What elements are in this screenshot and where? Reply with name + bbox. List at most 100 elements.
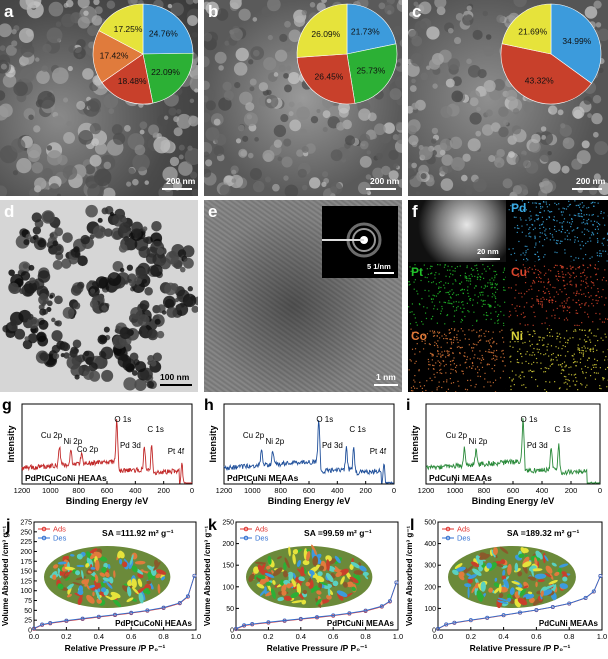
eds-signal [471,330,473,332]
eds-signal [528,370,530,372]
eds-signal [592,224,595,226]
particle [13,81,28,97]
eds-signal [494,296,496,298]
eds-signal [460,301,463,303]
eds-signal [582,258,584,260]
eds-signal [516,358,518,361]
eds-signal [444,264,446,266]
eds-signal [537,343,539,345]
foam-flake [123,558,131,568]
eds-signal [590,220,592,222]
nanoparticle [39,352,49,362]
eds-signal [580,275,582,278]
eds-signal [574,241,576,243]
eds-signal [587,292,590,294]
eds-signal [433,295,436,297]
eds-signal [532,228,535,231]
particle [439,149,446,156]
eds-signal [575,214,577,217]
nanoparticle [18,261,31,274]
eds-signal [570,223,572,225]
eds-signal [585,242,587,244]
isotherm-point [315,615,319,619]
eds-signal [477,341,479,343]
foam-flake [283,562,287,571]
particle [296,106,310,121]
particle [593,173,601,181]
nanoparticle [20,271,31,281]
particle [485,109,493,117]
eds-signal [460,289,462,291]
foam-flake [119,558,123,565]
foam-flake [467,578,473,584]
pie-slice-label: 18.48% [118,76,147,86]
foam-flake [113,570,116,578]
eds-signal [577,349,579,351]
eds-signal [588,357,590,359]
eds-signal [551,335,554,337]
eds-signal [580,215,582,217]
eds-signal [534,235,536,237]
eds-signal [480,339,482,341]
eds-signal [433,305,436,307]
particle [176,108,182,115]
eds-signal [452,382,455,384]
eds-signal [441,354,443,356]
eds-signal [572,299,574,301]
eds-signal [459,352,461,354]
particle [12,170,19,176]
eds-signal [551,363,553,366]
nanoparticle [156,330,165,339]
eds-signal [438,332,440,334]
eds-signal [421,340,423,342]
eds-signal [461,346,463,349]
eds-signal [458,345,460,348]
eds-signal [594,201,596,204]
eds-signal [543,344,545,346]
eds-signal [515,216,517,218]
foam-flake [518,553,525,559]
eds-signal [525,258,528,260]
eds-signal [518,292,520,294]
eds-signal [573,374,575,376]
eds-signal [435,271,437,274]
eds-signal [487,363,489,365]
foam-flake [76,553,83,560]
eds-signal [452,352,454,354]
particle [267,34,273,41]
pie-slice [142,3,194,55]
particle [301,9,307,16]
foam-flake [66,583,74,590]
eds-signal [414,374,416,377]
eds-signal [461,288,463,290]
eds-signal [581,349,583,352]
eds-signal [448,353,450,356]
eds-signal [539,232,541,234]
particle [250,46,265,61]
eds-signal [496,273,498,276]
eds-signal [521,231,523,233]
particle [112,132,126,145]
eds-signal [522,342,524,344]
eds-signal [416,387,418,390]
eds-signal [541,223,544,225]
eds-signal [579,203,581,205]
particle [126,181,132,187]
eds-signal [430,265,432,267]
eds-signal [544,292,547,294]
eds-signal [599,367,601,369]
eds-signal [411,348,414,350]
eds-signal [594,264,596,266]
eds-signal [543,256,545,258]
eds-signal [439,353,441,355]
particle [388,149,399,161]
eds-signal [533,272,535,274]
eds-signal [421,298,423,300]
eds-signal [561,291,563,293]
particle [471,25,478,32]
eds-signal [468,366,471,368]
foam-flake [519,588,526,597]
eds-signal [537,269,539,271]
eds-signal [521,355,523,358]
nanoparticle [24,336,30,342]
